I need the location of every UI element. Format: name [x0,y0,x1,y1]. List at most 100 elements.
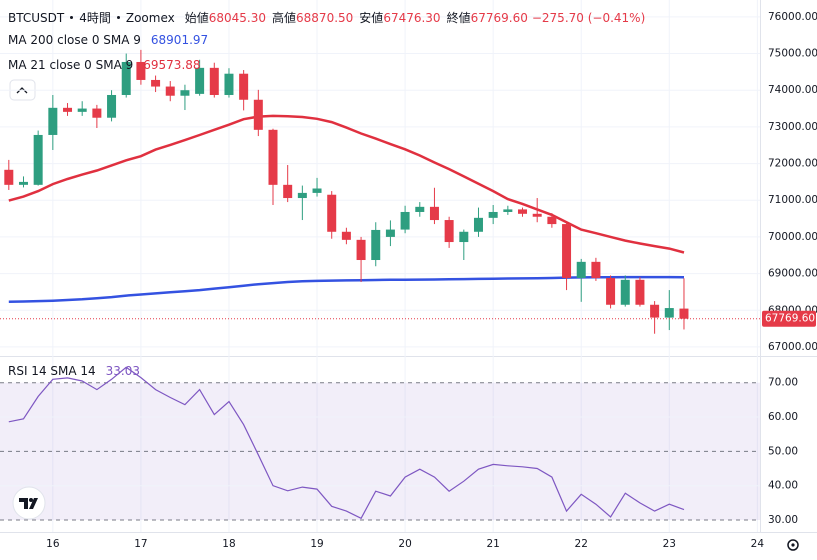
legend-name: MA 200 close 0 SMA 9 [8,33,141,47]
ohlc-item: 終値67769.60 [447,9,528,26]
candle-body [48,107,58,135]
candle-body [503,209,513,212]
ohlc-label: 始値 [184,11,209,25]
candle-body [606,277,616,305]
y-tick-label: 60.00 [768,411,798,423]
y-tick-label: 40.00 [768,480,798,492]
candle-body [473,217,483,232]
exchange: Zoomex [125,10,175,25]
candle-body [341,231,351,240]
ohlc-value: 68045.30 [208,11,267,25]
candle-body [18,181,28,185]
x-tick-label: 23 [663,538,676,550]
x-tick-label: 19 [310,538,323,550]
y-tick-label: 71000.00 [768,194,817,206]
ohlc-value: 68870.50 [296,11,354,25]
candle-body [180,90,190,96]
candle-body [268,129,278,185]
symbol: BTCUSDT [8,10,65,25]
price-label-box [762,310,816,327]
candle-body [195,67,205,94]
y-tick-label: 70000.00 [768,231,817,243]
candle-body [371,229,381,261]
rsi-legend: RSI 14 SMA 14 33.03 [8,364,140,378]
candle-body [92,108,102,118]
candle-body [562,224,572,278]
ohlc-value: 67769.60 [470,11,528,25]
y-tick-label: 74000.00 [768,84,817,96]
y-tick-label: 73000.00 [768,121,817,133]
candle-body [664,308,674,318]
candle-body [488,211,498,218]
candle-body [591,261,601,278]
candle-body [429,206,439,221]
legend-name: RSI 14 SMA 14 [8,364,96,378]
separator [116,16,120,19]
grid [0,0,760,532]
ohlc-item: 安値67476.30 [359,9,440,26]
candle-body [283,184,293,199]
candle-body [136,61,146,80]
candle-body [620,279,630,305]
x-tick-label: 21 [486,538,499,550]
ohlc-item: 始値68045.30 [185,9,266,26]
candle-body [400,211,410,230]
ohlc-label: 終値 [446,11,471,25]
candle-body [63,107,73,112]
header-line: BTCUSDT 4時間 Zoomex 始値68045.30 高値68870.50 安… [8,9,645,26]
x-tick-label: 20 [398,538,411,550]
change: −275.70 (−0.41%) [531,10,646,25]
candle-body [356,239,366,261]
candle-body [547,216,557,225]
candle-body [444,220,454,243]
candle-body [77,108,87,112]
candle-body [679,308,689,319]
candle-body [33,134,43,185]
x-tick-label: 22 [575,538,588,550]
candle-body [459,231,469,243]
candle-body [151,79,161,87]
line-series [8,114,685,254]
candle-body [121,61,131,95]
legend-value: 69573.88 [143,58,201,72]
marks [0,49,760,520]
y-tick-label: 70.00 [768,377,798,389]
candle-body [415,206,425,212]
y-tick-label: 76000.00 [768,11,817,23]
price-label: 67769.60 [765,313,815,325]
candle-body [518,209,528,214]
candle-body [297,192,307,199]
line-series [8,366,685,520]
legend-value: 33.03 [105,364,141,378]
legend-value: 68901.97 [150,33,209,47]
candle-body [635,279,645,305]
separator [70,16,74,19]
y-tick-label: 69000.00 [768,268,817,280]
interval: 4時間 [79,11,111,25]
candle-body [253,99,263,130]
settings-icon[interactable] [787,539,799,551]
candle-body [224,73,234,95]
ohlc-item: 高値68870.50 [272,9,353,26]
candle-body [107,94,117,118]
ma-legend: MA 21 close 0 SMA 9 69573.88 [8,58,201,72]
candle-body [385,229,395,237]
x-tick-label: 16 [46,538,60,550]
candle-body [209,67,219,95]
candle-body [327,194,337,232]
ohlc-label: 高値 [272,11,297,25]
candle-body [165,86,175,96]
candle-body [650,304,660,318]
ohlc-label: 安値 [359,11,384,25]
y-tick-label: 50.00 [768,445,798,457]
line-series [8,275,685,304]
ohlc-legend: 始値68045.30 高値68870.50 安値67476.30 終値67769.60 [185,9,528,26]
x-tick-label: 17 [134,538,147,550]
x-tick-label: 24 [751,538,765,550]
ma-legend: MA 200 close 0 SMA 9 68901.97 [8,33,208,47]
ohlc-value: 67476.30 [383,11,441,25]
y-tick-label: 67000.00 [768,341,817,353]
candle-body [312,188,322,193]
